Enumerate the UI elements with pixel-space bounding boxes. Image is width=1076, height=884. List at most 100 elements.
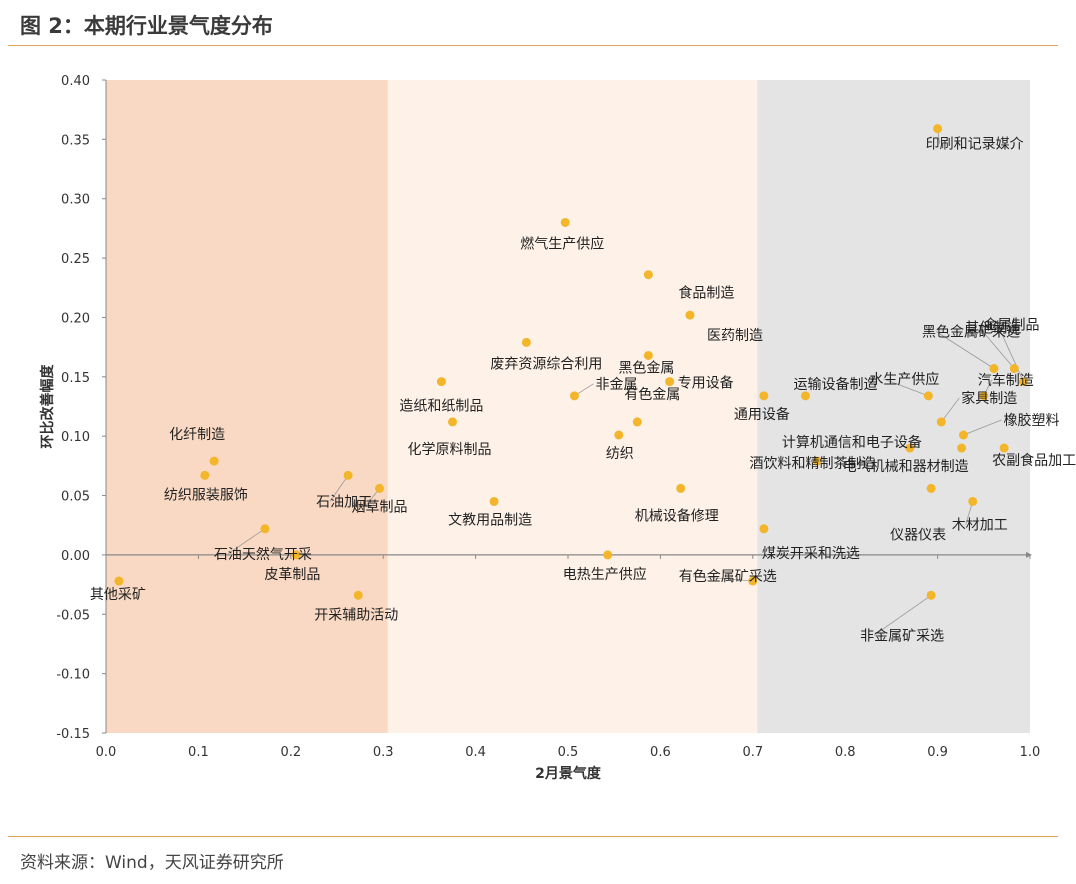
bottom-rule xyxy=(8,836,1058,837)
data-point xyxy=(1009,364,1019,374)
data-point xyxy=(521,337,531,347)
y-tick-label: -0.05 xyxy=(56,608,90,623)
x-tick-label: 0.3 xyxy=(373,745,394,760)
data-point xyxy=(685,310,695,320)
x-tick-label: 0.1 xyxy=(188,745,209,760)
figure-title: 图 2：本期行业景气度分布 xyxy=(20,14,273,38)
point-label: 水生产供应 xyxy=(869,371,939,388)
x-tick-label: 1.0 xyxy=(1020,745,1041,760)
leader-line xyxy=(329,475,349,502)
data-point xyxy=(569,391,579,401)
x-axis-arrow-icon xyxy=(1026,551,1032,558)
data-point xyxy=(905,443,915,453)
data-point xyxy=(560,217,570,227)
point-label: 专用设备 xyxy=(678,375,734,392)
point-label: 开采辅助活动 xyxy=(314,607,398,623)
y-tick-label: 0.40 xyxy=(61,74,90,89)
point-label: 酒饮料和精制茶制造 xyxy=(749,456,875,472)
data-point xyxy=(926,483,936,493)
point-label: 汽车制造 xyxy=(978,372,1034,389)
point-label: 计算机通信和电子设备 xyxy=(782,434,922,451)
x-tick-label: 0.8 xyxy=(835,745,856,760)
data-point xyxy=(436,377,446,387)
data-point xyxy=(643,270,653,280)
point-label: 金属制品 xyxy=(984,318,1040,334)
point-label: 电热生产供应 xyxy=(563,566,647,583)
data-point xyxy=(676,483,686,493)
y-tick-label: 0.00 xyxy=(61,549,90,564)
point-label: 非金属 xyxy=(595,377,637,393)
y-tick-label: 0.25 xyxy=(61,252,90,267)
point-label: 机械设备修理 xyxy=(635,507,719,524)
point-label: 黑色金属 xyxy=(618,359,674,376)
point-label: 有色金属 xyxy=(624,386,680,403)
y-tick-labels: 0.40 0.35 0.30 0.25 0.20 0.15 0.10 0.05 0.00 -0.0… xyxy=(56,74,90,742)
point-label: 烟草制品 xyxy=(352,499,408,515)
point-label: 其他制造 xyxy=(965,321,1021,337)
data-point xyxy=(968,496,978,506)
data-point xyxy=(375,483,385,493)
point-label: 纺织服装服饰 xyxy=(164,487,248,503)
leader-line xyxy=(883,378,929,397)
point-label: 化纤制造 xyxy=(169,427,225,443)
leader-line xyxy=(692,575,753,582)
x-axis-label: 2月景气度 xyxy=(535,765,602,782)
point-label: 造纸和纸制品 xyxy=(399,399,483,415)
point-label: 仪器仪表 xyxy=(890,527,946,543)
point-label: 电气机械和器材制造 xyxy=(843,459,969,475)
point-label: 皮革制品 xyxy=(264,567,320,583)
top-rule xyxy=(8,45,1058,46)
y-tick-label: 0.30 xyxy=(61,193,90,208)
axes xyxy=(102,79,1032,734)
source-note: 资料来源：Wind，天风证券研究所 xyxy=(20,853,284,873)
x-tick-label: 0.6 xyxy=(650,745,671,760)
point-label: 印刷和记录媒介 xyxy=(926,137,1024,153)
data-point xyxy=(343,470,353,480)
x-tick-label: 0.2 xyxy=(280,745,301,760)
data-point xyxy=(958,430,968,440)
data-point xyxy=(114,576,124,586)
x-tick-label: 0.0 xyxy=(96,745,117,760)
data-point xyxy=(260,524,270,534)
data-point xyxy=(209,456,219,466)
point-label: 纺织 xyxy=(606,446,634,462)
point-label: 石油加工 xyxy=(316,494,372,510)
data-point xyxy=(926,590,936,600)
point-label: 医药制造 xyxy=(707,328,763,344)
data-point xyxy=(989,364,999,374)
data-points xyxy=(114,124,1029,600)
x-tick-label: 0.4 xyxy=(465,745,486,760)
point-label: 农副食品加工 xyxy=(992,452,1076,469)
leader-line xyxy=(227,528,266,555)
point-label: 废弃资源综合利用 xyxy=(490,356,602,372)
data-point xyxy=(999,443,1009,453)
data-point xyxy=(748,576,758,586)
y-tick-label: 0.10 xyxy=(61,430,90,445)
zone-band-2 xyxy=(757,80,1030,733)
point-label: 有色金属矿采选 xyxy=(679,568,777,585)
y-tick-label: 0.15 xyxy=(61,371,90,386)
data-point xyxy=(812,456,822,466)
point-label: 食品制造 xyxy=(678,285,734,302)
point-label: 燃气生产供应 xyxy=(520,235,604,252)
y-tick-label: 0.05 xyxy=(61,490,90,505)
point-label: 家具制造 xyxy=(961,390,1017,407)
leader-line xyxy=(940,397,960,423)
point-label: 橡胶塑料 xyxy=(1003,412,1059,429)
data-point xyxy=(923,391,933,401)
point-label: 化学原料制品 xyxy=(408,442,492,458)
data-point xyxy=(957,443,967,453)
data-point xyxy=(603,550,613,560)
data-point xyxy=(979,391,989,401)
point-label: 其他采矿 xyxy=(90,587,146,603)
data-point xyxy=(489,496,499,506)
x-tick-labels: 0.0 0.1 0.2 0.3 0.4 0.5 0.6 0.7 0.8 0.9 1.0 xyxy=(96,745,1041,760)
data-point xyxy=(665,377,675,387)
data-point xyxy=(933,124,943,134)
y-tick-label: -0.10 xyxy=(56,668,90,683)
point-label: 黑色金属矿采选 xyxy=(922,324,1020,341)
y-tick-label: 0.20 xyxy=(61,311,90,326)
data-point xyxy=(1019,377,1029,387)
